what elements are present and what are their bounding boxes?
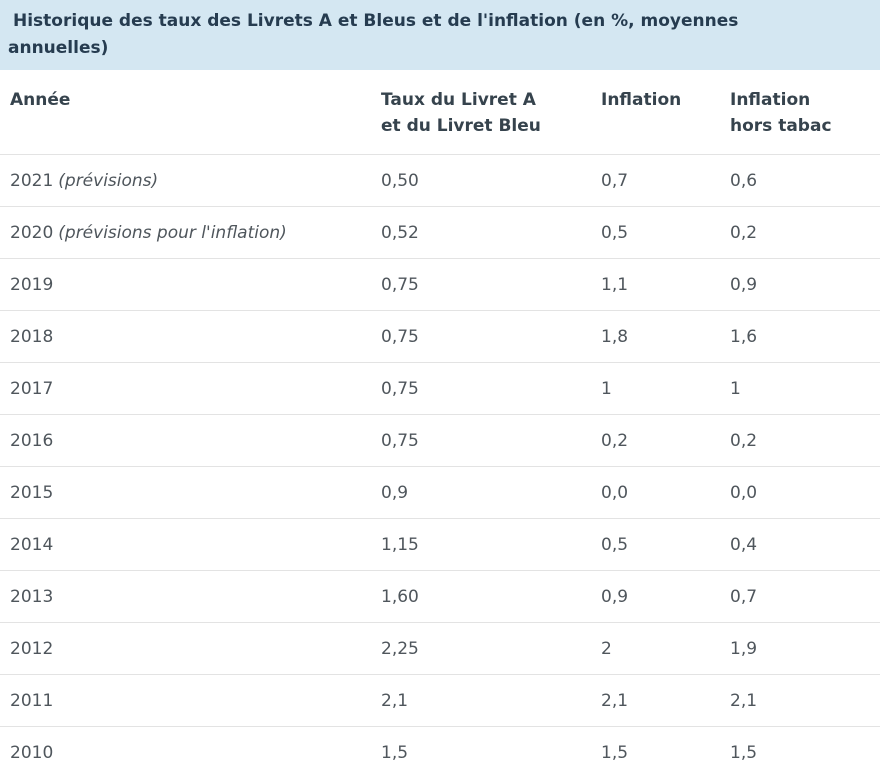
taux-cell: 0,75 bbox=[381, 259, 601, 311]
table-row-2014: 2014 1,15 0,5 0,4 bbox=[0, 519, 880, 571]
inflation-cell: 0,9 bbox=[601, 571, 730, 623]
inflation-cell: 0,5 bbox=[601, 207, 730, 259]
inflation-cell: 1 bbox=[601, 363, 730, 415]
inflation-cell: 0,0 bbox=[601, 467, 730, 519]
table-title-line1: Historique des taux des Livrets A et Ble… bbox=[8, 8, 870, 35]
year-cell: 2016 bbox=[0, 415, 381, 467]
year-label: 2018 bbox=[10, 327, 53, 347]
table-row-2012: 2012 2,25 2 1,9 bbox=[0, 623, 880, 675]
year-label: 2021 bbox=[10, 171, 53, 191]
year-note: (prévisions) bbox=[58, 171, 158, 191]
taux-cell: 0,75 bbox=[381, 415, 601, 467]
taux-cell: 1,5 bbox=[381, 727, 601, 778]
table-row-2011: 2011 2,1 2,1 2,1 bbox=[0, 675, 880, 727]
table-row-2021: 2021(prévisions) 0,50 0,7 0,6 bbox=[0, 155, 880, 207]
inflation-hors-tabac-cell: 1,9 bbox=[730, 623, 880, 675]
table-row-2013: 2013 1,60 0,9 0,7 bbox=[0, 571, 880, 623]
year-label: 2014 bbox=[10, 535, 53, 555]
taux-cell: 2,1 bbox=[381, 675, 601, 727]
table-row-2018: 2018 0,75 1,8 1,6 bbox=[0, 311, 880, 363]
year-cell: 2015 bbox=[0, 467, 381, 519]
column-header-taux-livret: Taux du Livret A et du Livret Bleu bbox=[381, 70, 601, 155]
inflation-cell: 0,2 bbox=[601, 415, 730, 467]
table-row-2016: 2016 0,75 0,2 0,2 bbox=[0, 415, 880, 467]
taux-cell: 0,50 bbox=[381, 155, 601, 207]
year-cell: 2018 bbox=[0, 311, 381, 363]
inflation-hors-tabac-cell: 0,2 bbox=[730, 207, 880, 259]
taux-cell: 1,15 bbox=[381, 519, 601, 571]
inflation-hors-tabac-cell: 2,1 bbox=[730, 675, 880, 727]
taux-cell: 0,75 bbox=[381, 311, 601, 363]
column-header-inflation-hors-tabac: Inflation hors tabac bbox=[730, 70, 880, 155]
year-cell: 2013 bbox=[0, 571, 381, 623]
table-row-2015: 2015 0,9 0,0 0,0 bbox=[0, 467, 880, 519]
inflation-hors-tabac-cell: 0,4 bbox=[730, 519, 880, 571]
table-row-2017: 2017 0,75 1 1 bbox=[0, 363, 880, 415]
inflation-cell: 0,7 bbox=[601, 155, 730, 207]
inflation-hors-tabac-cell: 0,7 bbox=[730, 571, 880, 623]
taux-cell: 0,9 bbox=[381, 467, 601, 519]
inflation-cell: 2,1 bbox=[601, 675, 730, 727]
column-header-inflation: Inflation bbox=[601, 70, 730, 155]
table-row-2010: 2010 1,5 1,5 1,5 bbox=[0, 727, 880, 778]
column-header-taux-livret-line2: et du Livret Bleu bbox=[381, 113, 595, 139]
year-cell: 2020(prévisions pour l'inflation) bbox=[0, 207, 381, 259]
inflation-cell: 2 bbox=[601, 623, 730, 675]
column-header-inflation-hors-tabac-line2: hors tabac bbox=[730, 113, 874, 139]
table-row-2019: 2019 0,75 1,1 0,9 bbox=[0, 259, 880, 311]
inflation-hors-tabac-cell: 1,5 bbox=[730, 727, 880, 778]
year-cell: 2017 bbox=[0, 363, 381, 415]
year-label: 2013 bbox=[10, 587, 53, 607]
year-cell: 2019 bbox=[0, 259, 381, 311]
inflation-hors-tabac-cell: 0,6 bbox=[730, 155, 880, 207]
table-title: Historique des taux des Livrets A et Ble… bbox=[0, 0, 880, 70]
year-cell: 2010 bbox=[0, 727, 381, 778]
inflation-hors-tabac-cell: 0,9 bbox=[730, 259, 880, 311]
inflation-cell: 0,5 bbox=[601, 519, 730, 571]
year-note: (prévisions pour l'inflation) bbox=[58, 223, 287, 243]
year-label: 2016 bbox=[10, 431, 53, 451]
inflation-cell: 1,8 bbox=[601, 311, 730, 363]
rates-table: Année Taux du Livret A et du Livret Bleu… bbox=[0, 70, 880, 778]
column-header-taux-livret-line1: Taux du Livret A bbox=[381, 87, 595, 113]
table-title-line2: annuelles) bbox=[8, 35, 870, 62]
taux-cell: 0,52 bbox=[381, 207, 601, 259]
header-row: Année Taux du Livret A et du Livret Bleu… bbox=[0, 70, 880, 155]
inflation-hors-tabac-cell: 1 bbox=[730, 363, 880, 415]
year-cell: 2014 bbox=[0, 519, 381, 571]
year-cell: 2012 bbox=[0, 623, 381, 675]
taux-cell: 2,25 bbox=[381, 623, 601, 675]
taux-cell: 1,60 bbox=[381, 571, 601, 623]
year-label: 2017 bbox=[10, 379, 53, 399]
year-label: 2012 bbox=[10, 639, 53, 659]
column-header-annee: Année bbox=[0, 70, 381, 155]
year-label: 2015 bbox=[10, 483, 53, 503]
inflation-cell: 1,1 bbox=[601, 259, 730, 311]
taux-cell: 0,75 bbox=[381, 363, 601, 415]
inflation-hors-tabac-cell: 0,2 bbox=[730, 415, 880, 467]
year-cell: 2021(prévisions) bbox=[0, 155, 381, 207]
inflation-hors-tabac-cell: 0,0 bbox=[730, 467, 880, 519]
year-cell: 2011 bbox=[0, 675, 381, 727]
column-header-inflation-line1: Inflation bbox=[601, 87, 724, 113]
year-label: 2010 bbox=[10, 743, 53, 763]
year-label: 2011 bbox=[10, 691, 53, 711]
column-header-inflation-hors-tabac-line1: Inflation bbox=[730, 87, 874, 113]
inflation-cell: 1,5 bbox=[601, 727, 730, 778]
column-header-annee-line1: Année bbox=[10, 87, 375, 113]
year-label: 2020 bbox=[10, 223, 53, 243]
inflation-hors-tabac-cell: 1,6 bbox=[730, 311, 880, 363]
table-row-2020: 2020(prévisions pour l'inflation) 0,52 0… bbox=[0, 207, 880, 259]
year-label: 2019 bbox=[10, 275, 53, 295]
